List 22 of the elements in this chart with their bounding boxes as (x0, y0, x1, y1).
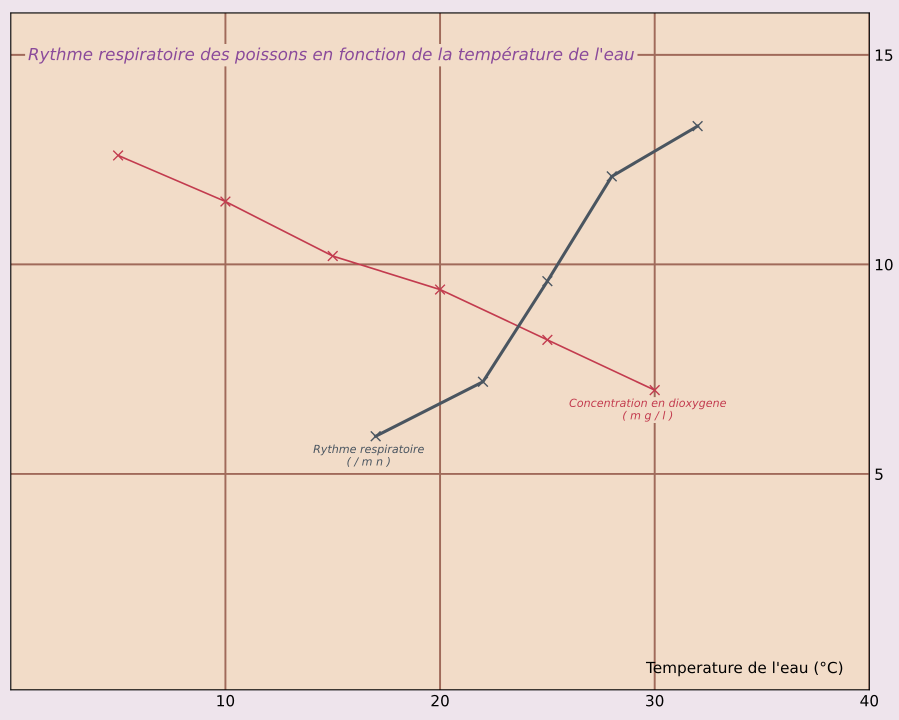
point (542, 334, 553, 346)
x-tick-label: 20 (431, 694, 449, 706)
y-tick-label: 15 (876, 50, 892, 61)
x-tick-label: 30 (646, 694, 664, 706)
text: Rythme respiratoire des poissons en fonction de la température de l'eau (28, 46, 634, 64)
point (327, 250, 338, 262)
y-tick-label: 10 (876, 258, 893, 270)
point (477, 376, 489, 388)
point (434, 284, 446, 296)
point (112, 150, 124, 161)
point (220, 196, 231, 208)
point (542, 276, 553, 287)
series-label: Rythme respiratoire ( / m n ) (313, 444, 424, 467)
x-tick-label: 40 (860, 694, 878, 706)
point (649, 384, 660, 396)
x-axis-title: Temperature de l'eau (°C) (646, 661, 842, 676)
point (692, 120, 704, 132)
series-label: Concentration en dioxygene ( m g / l ) (570, 398, 726, 422)
point (370, 430, 382, 442)
point (606, 170, 618, 182)
y-tick-label: 5 (875, 468, 883, 480)
x-tick-label: 10 (217, 694, 234, 706)
